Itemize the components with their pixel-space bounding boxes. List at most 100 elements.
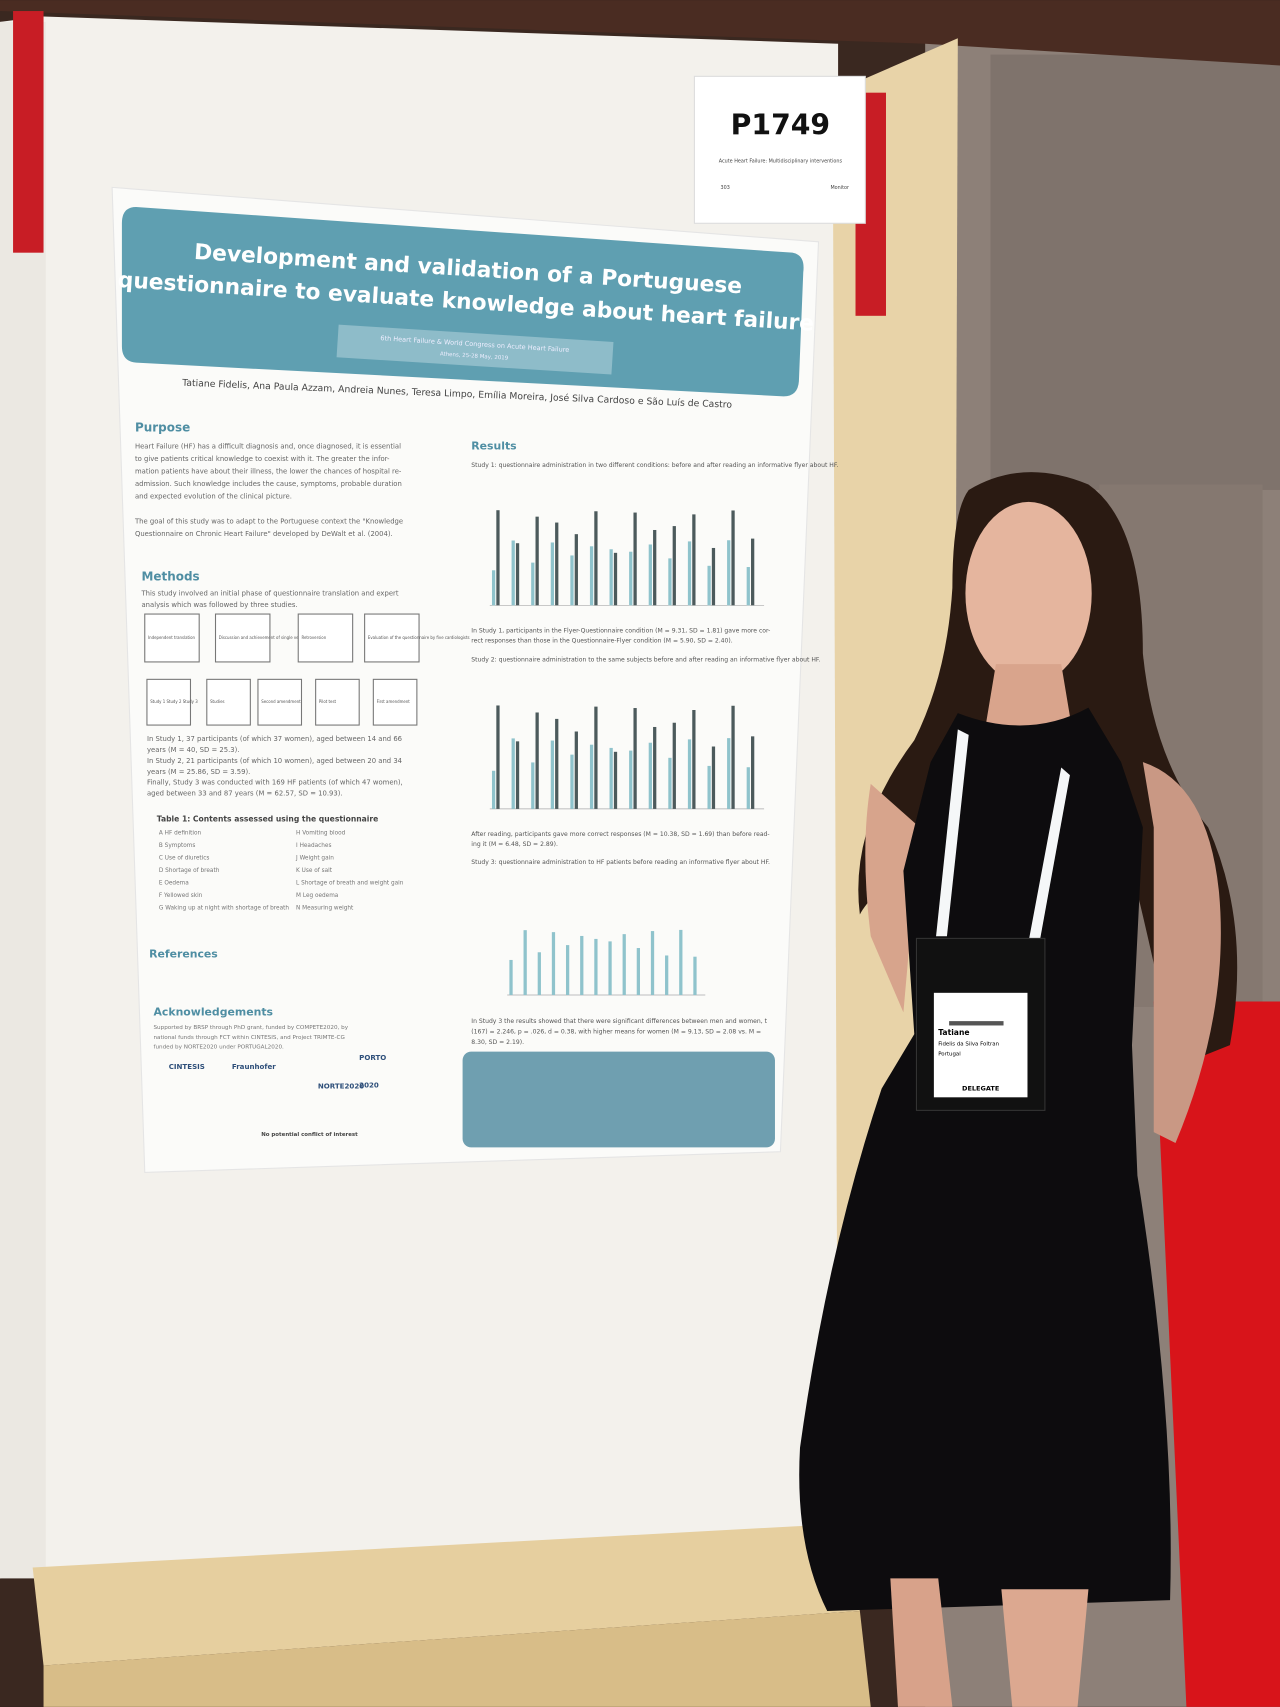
wall-panel (990, 54, 1280, 490)
graph-bar (531, 562, 535, 606)
logo: Fraunhofer (232, 1062, 276, 1071)
graph-bar (609, 549, 613, 606)
flow-label: Retroversion (301, 635, 326, 640)
study-line: aged between 33 and 87 years (M = 62.57,… (147, 790, 343, 798)
graph-bar (711, 547, 716, 606)
graph-bar (613, 552, 618, 606)
graph-bar (751, 538, 755, 606)
graph-bar (648, 742, 652, 809)
graph-bar (550, 740, 555, 809)
logo: NORTE2020 (318, 1081, 364, 1090)
table-item: M Leg oedema (296, 893, 338, 899)
logo: 2020 (359, 1080, 379, 1089)
result-line: 8.30, SD = 2.19). (471, 1039, 524, 1046)
poster-number: P1749 (731, 108, 830, 141)
graph-bar (622, 934, 626, 995)
graph-bar (629, 551, 633, 606)
neck (985, 664, 1073, 730)
graph-bar (580, 935, 584, 995)
graph-bar (570, 555, 574, 606)
flow-box (364, 613, 420, 663)
graph-bar (609, 747, 613, 809)
table-item: E Oedema (159, 880, 189, 886)
graph-bar (589, 546, 594, 606)
result-line: In Study 1, participants in the Flyer-Qu… (471, 627, 770, 634)
poster (111, 186, 820, 1173)
ack-line: Supported by BRSP through PhD grant, fun… (153, 1025, 348, 1031)
section-heading: References (149, 948, 218, 961)
graph-bar (491, 570, 496, 606)
flow-box (206, 678, 251, 726)
logo: CINTESIS (169, 1062, 205, 1071)
graph-bar (555, 718, 559, 809)
graph-bar (636, 948, 640, 995)
table-item: A HF definition (159, 830, 202, 836)
result-line: (167) = 2.246, p = .026, d = 0.38, with … (471, 1028, 761, 1035)
study-line: Finally, Study 3 was conducted with 169 … (147, 779, 403, 787)
graph-bar (537, 952, 541, 995)
methods-line: analysis which was followed by three stu… (141, 601, 297, 609)
purpose-line: The goal of this study was to adapt to t… (134, 518, 403, 526)
result-line: rect responses than those in the Questio… (471, 638, 732, 645)
flow-label: First amendment (377, 699, 411, 704)
graph-bar (693, 956, 697, 995)
graph-bar (570, 754, 574, 809)
graph-bar (535, 712, 539, 809)
flowchart: Independent translation Discussion and ac… (144, 613, 470, 726)
graph-bar (535, 516, 539, 606)
graph-bar (727, 738, 731, 809)
lanyard (936, 729, 969, 937)
section-heading: Methods (141, 570, 199, 584)
graph-bar (711, 746, 716, 809)
result-line: In Study 3 the results showed that there… (471, 1018, 767, 1025)
flow-box (146, 678, 192, 726)
leg (1001, 1589, 1089, 1707)
study-line: In Study 1, 37 participants (of which 37… (147, 735, 402, 743)
poster-header (121, 206, 804, 397)
graph-bar (633, 512, 637, 606)
graph-bar (707, 765, 711, 809)
flow-box (144, 613, 200, 663)
result-line: ing it (M = 6.48, SD = 2.89). (471, 841, 558, 848)
graph-bar (594, 938, 598, 995)
graph-bar (672, 722, 676, 809)
flow-box (297, 613, 354, 663)
purpose-line: Questionnaire on Chronic Heart Failure" … (135, 530, 393, 538)
graph-bar (589, 744, 594, 809)
graph-bar (574, 731, 578, 809)
leg (890, 1578, 953, 1707)
section-heading: Acknowledgements (153, 1005, 273, 1018)
table-item: C Use of diuretics (159, 855, 209, 861)
badge-role: DELEGATE (962, 1085, 999, 1093)
table-item: N Measuring weight (296, 905, 354, 911)
conference-place: Athens, 25-28 May, 2019 (440, 351, 509, 361)
lanyard (1028, 767, 1070, 943)
poster-topic: Acute Heart Failure: Multidisciplinary i… (719, 159, 843, 165)
flow-box (315, 678, 360, 726)
graph-bar (565, 945, 570, 995)
graph-bar (555, 522, 559, 606)
ack-line: funded by NORTE2020 under PORTUGAL2020. (153, 1045, 284, 1051)
badge-first-name: Tatiane (938, 1028, 969, 1037)
conference-bg (336, 324, 614, 375)
flow-box (257, 678, 303, 726)
graph-bar (687, 739, 692, 809)
conference-box: 6th Heart Failure & World Congress on Ac… (336, 324, 614, 375)
graph-bar (531, 762, 535, 809)
logo: PORTO (359, 1053, 386, 1062)
dress (799, 707, 1171, 1612)
badge-country: Portugal (938, 1051, 961, 1057)
graph-bar (613, 751, 618, 809)
purpose-line: mation patients have about their illness… (135, 467, 402, 475)
study-line: In Study 2, 21 participants (of which 10… (147, 757, 402, 765)
poster-code: 303 (721, 185, 730, 191)
red-strip (13, 11, 44, 253)
table-item: L Shortage of breath and weight gain (296, 880, 404, 886)
graph-bar (550, 542, 555, 606)
purpose-line: Heart Failure (HF) has a difficult diagn… (135, 442, 401, 450)
graph-bar (515, 741, 520, 809)
graph-bar (491, 770, 496, 809)
graph-bar (509, 959, 513, 995)
table-caption: Table 1: Contents assessed using the que… (157, 815, 379, 824)
